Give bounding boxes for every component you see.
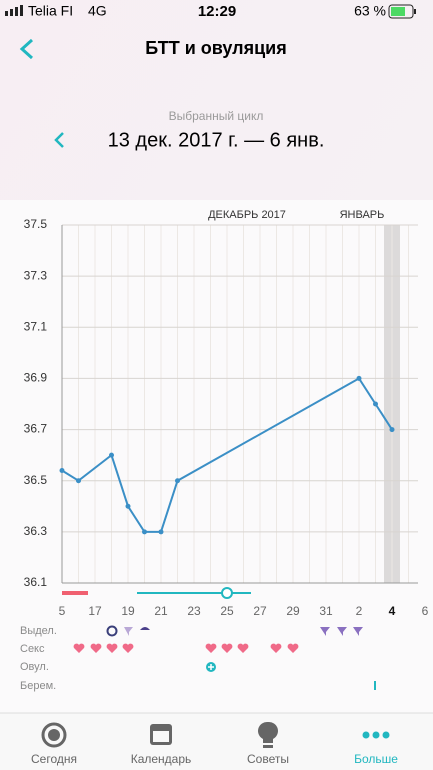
heart bbox=[106, 643, 118, 653]
tab-label: Календарь bbox=[131, 752, 192, 766]
bbt-line bbox=[61, 377, 393, 533]
x-tick-label: 5 bbox=[59, 604, 66, 618]
tab-bar bbox=[0, 713, 433, 770]
chart-background bbox=[0, 200, 433, 713]
bbt-point bbox=[175, 478, 180, 484]
x-tick-label: 29 bbox=[286, 604, 300, 618]
tab-calendar[interactable]: Календарь bbox=[131, 724, 192, 766]
y-tick-label: 36.9 bbox=[24, 371, 48, 385]
cycle-range: 13 дек. 2017 г. — 6 янв. bbox=[108, 129, 325, 151]
bbt-point bbox=[158, 529, 164, 535]
heart bbox=[237, 643, 249, 653]
battery-icon bbox=[388, 4, 416, 19]
ovulation-marker bbox=[221, 587, 233, 599]
y-tick-label: 37.1 bbox=[24, 319, 48, 333]
heart bbox=[90, 643, 102, 653]
period-bar bbox=[62, 591, 88, 595]
row-label: Овул. bbox=[20, 661, 49, 673]
cycle-caption: Выбранный цикл bbox=[169, 109, 264, 123]
x-tick-label: 25 bbox=[220, 604, 234, 618]
prev-cycle[interactable] bbox=[54, 132, 64, 148]
ovulation-test-icon bbox=[206, 662, 216, 672]
x-tick-label: 23 bbox=[187, 604, 201, 618]
tab-tips[interactable]: Советы bbox=[247, 721, 289, 766]
heart bbox=[287, 643, 299, 653]
x-tick-label: 17 bbox=[88, 604, 102, 618]
bbt-point bbox=[125, 503, 131, 509]
heart bbox=[205, 643, 217, 653]
row-label: Секс bbox=[20, 643, 45, 655]
x-tick-label: 27 bbox=[253, 604, 267, 618]
signal bbox=[5, 5, 23, 16]
bbt-point bbox=[76, 478, 81, 484]
tab-label: Больше bbox=[354, 752, 398, 766]
bbt-point bbox=[373, 401, 378, 407]
y-tick-label: 36.7 bbox=[24, 422, 48, 436]
bbt-point bbox=[389, 427, 395, 433]
bbt-point bbox=[109, 452, 114, 458]
x-tick-label: 6 bbox=[422, 604, 429, 618]
y-tick-label: 36.3 bbox=[24, 524, 48, 538]
x-tick-label: 31 bbox=[319, 604, 333, 618]
sex-icons bbox=[73, 643, 299, 653]
tab-more[interactable]: Больше bbox=[354, 731, 398, 767]
y-tick-label: 37.5 bbox=[24, 217, 48, 231]
row-label: Выдел. bbox=[20, 625, 57, 637]
month-label: ДЕКАБРЬ 2017 bbox=[208, 209, 286, 221]
carrier: Telia FI bbox=[28, 3, 73, 19]
tab-label: Сегодня bbox=[31, 752, 77, 766]
discharge-icons bbox=[106, 625, 363, 637]
battery-level: 63 % bbox=[354, 3, 386, 19]
plot: 36.1 36.3 36.5 36.7 36.9 37.1 37.3 37.5 5 17 19 21 2… bbox=[24, 217, 429, 618]
back-button[interactable] bbox=[19, 38, 34, 60]
heart bbox=[73, 643, 85, 653]
time: 12:29 bbox=[198, 3, 236, 20]
bbt-point bbox=[356, 375, 362, 381]
x-tick-label: 19 bbox=[121, 604, 135, 618]
row-label: Берем. bbox=[20, 680, 56, 692]
x-tick-label: 4 bbox=[389, 604, 396, 618]
tab-today[interactable]: Сегодня bbox=[31, 722, 77, 766]
y-tick-label: 36.1 bbox=[24, 575, 48, 589]
heart bbox=[122, 643, 134, 653]
network: 4G bbox=[88, 3, 107, 19]
x-tick-label: 2 bbox=[356, 604, 363, 618]
heart bbox=[221, 643, 233, 653]
pregnancy-test-icon bbox=[374, 681, 376, 690]
month-label: ЯНВАРЬ bbox=[340, 209, 385, 221]
y-tick-label: 37.3 bbox=[24, 268, 48, 282]
header-title: БТТ и овуляция bbox=[145, 38, 287, 58]
bbt-point bbox=[142, 529, 147, 535]
x-tick-label: 21 bbox=[154, 604, 168, 618]
bbt-point bbox=[59, 467, 65, 473]
heart bbox=[270, 643, 282, 653]
y-tick-label: 36.5 bbox=[24, 473, 48, 487]
tab-label: Советы bbox=[247, 752, 289, 766]
